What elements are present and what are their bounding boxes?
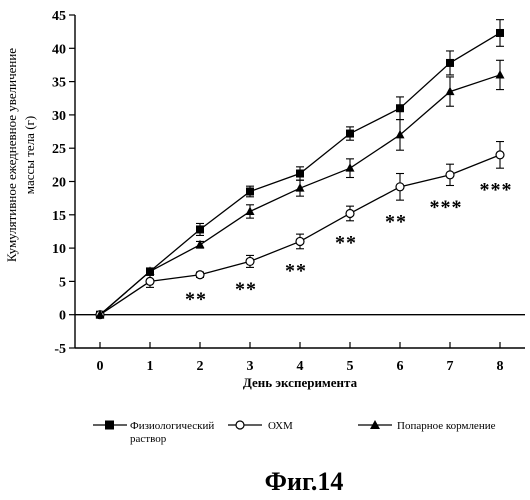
- data-point-square: [346, 130, 354, 138]
- data-point-circle: [446, 171, 454, 179]
- data-point-triangle: [396, 130, 405, 139]
- x-tick-label: 6: [397, 359, 404, 374]
- y-tick-label: 5: [59, 275, 66, 290]
- legend-item-oxm: ОХМ: [228, 420, 293, 432]
- y-axis-label-line-1: Кумулятивное ежедневное увеличение: [4, 48, 19, 262]
- x-tick-label: 7: [447, 359, 454, 374]
- x-tick-label: 1: [147, 359, 154, 374]
- y-tick-label: 40: [52, 42, 66, 57]
- data-point-square: [496, 29, 504, 37]
- x-tick-label: 4: [297, 359, 304, 374]
- data-point-square: [196, 225, 204, 233]
- x-tick-label: 5: [347, 359, 354, 374]
- ticks: -5051015202530354045012345678: [52, 9, 504, 374]
- x-axis-label: День эксперимента: [243, 375, 358, 390]
- significance-stars: ***: [480, 179, 513, 201]
- data-point-square: [396, 104, 404, 112]
- data-point-circle: [246, 257, 254, 265]
- data-point-square: [246, 187, 254, 195]
- legend-item-pair-fed: Попарное кормление: [358, 420, 496, 432]
- data-point-square: [446, 59, 454, 67]
- y-tick-label: 35: [52, 76, 66, 91]
- x-tick-label: 0: [97, 359, 104, 374]
- legend-circle-marker: [236, 421, 244, 429]
- significance-stars: **: [385, 211, 407, 233]
- x-tick-label: 2: [197, 359, 204, 374]
- data-point-circle: [496, 151, 504, 159]
- data-point-circle: [196, 271, 204, 279]
- legend-label-saline-line-1: Физиологический: [130, 420, 214, 432]
- data-point-circle: [146, 277, 154, 285]
- data-point-circle: [346, 209, 354, 217]
- y-tick-label: 0: [59, 309, 66, 324]
- legend-label-pair-fed: Попарное кормление: [397, 420, 496, 432]
- y-tick-label: 10: [52, 242, 66, 257]
- legend-label-saline-line-2: раствор: [130, 433, 167, 445]
- data-point-triangle: [246, 206, 255, 215]
- y-tick-label: 45: [52, 9, 66, 24]
- y-tick-label: -5: [54, 342, 66, 357]
- annotations: ****************: [185, 179, 513, 310]
- significance-stars: **: [185, 288, 207, 310]
- y-tick-label: 20: [52, 176, 66, 191]
- y-tick-label: 30: [52, 109, 66, 124]
- x-tick-label: 8: [497, 359, 504, 374]
- legend-label-oxm: ОХМ: [268, 420, 293, 432]
- y-axis-label-line-2: массы тела (г): [22, 116, 37, 194]
- data-point-square: [296, 170, 304, 178]
- legend-square-marker: [105, 421, 114, 430]
- significance-stars: ***: [430, 196, 463, 218]
- data-point-triangle: [346, 163, 355, 172]
- data-point-circle: [396, 183, 404, 191]
- y-tick-label: 15: [52, 209, 66, 224]
- data-point-triangle: [496, 70, 505, 79]
- x-tick-label: 3: [247, 359, 254, 374]
- significance-stars: **: [235, 278, 257, 300]
- significance-stars: **: [285, 260, 307, 282]
- significance-stars: **: [335, 232, 357, 254]
- data-point-circle: [296, 237, 304, 245]
- figure-caption: Фиг.14: [265, 467, 344, 496]
- legend: Физиологический раствор ОХМ Попарное кор…: [93, 420, 496, 445]
- legend-item-saline: Физиологический раствор: [93, 420, 214, 445]
- y-tick-label: 25: [52, 142, 66, 157]
